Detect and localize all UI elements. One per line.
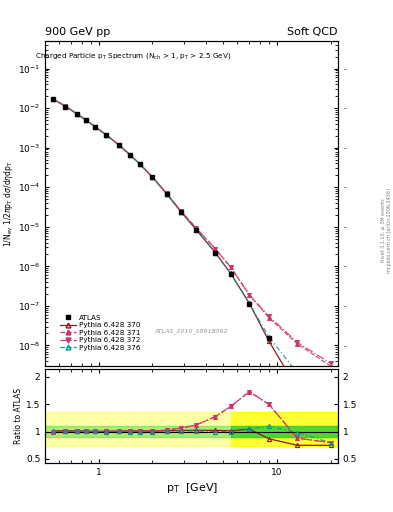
- Text: Charged Particle p$_{\rm T}$ Spectrum (N$_{\rm ch}$ > 1, p$_{\rm T}$ > 2.5 GeV): Charged Particle p$_{\rm T}$ Spectrum (N…: [35, 51, 231, 61]
- Y-axis label: Ratio to ATLAS: Ratio to ATLAS: [14, 388, 23, 444]
- X-axis label: p$_{\rm T}$  [GeV]: p$_{\rm T}$ [GeV]: [165, 481, 218, 496]
- Text: Rivet 3.1.10, ≥ 3M events: Rivet 3.1.10, ≥ 3M events: [381, 199, 386, 262]
- Bar: [45, 426, 338, 437]
- Text: 900 GeV pp: 900 GeV pp: [45, 27, 110, 37]
- Legend: ATLAS, Pythia 6.428 370, Pythia 6.428 371, Pythia 6.428 372, Pythia 6.428 376: ATLAS, Pythia 6.428 370, Pythia 6.428 37…: [58, 312, 143, 353]
- Bar: [45, 413, 338, 446]
- Text: mcplots.cern.ch [arXiv:1306.3436]: mcplots.cern.ch [arXiv:1306.3436]: [387, 188, 391, 273]
- Y-axis label: 1/N$_{\rm ev}$ 1/2$\pi$p$_{\rm T}$ d$\sigma$/d$\eta$dp$_{\rm T}$: 1/N$_{\rm ev}$ 1/2$\pi$p$_{\rm T}$ d$\si…: [2, 160, 15, 247]
- Text: Soft QCD: Soft QCD: [288, 27, 338, 37]
- Text: ATLAS_2010_S8918562: ATLAS_2010_S8918562: [155, 328, 228, 334]
